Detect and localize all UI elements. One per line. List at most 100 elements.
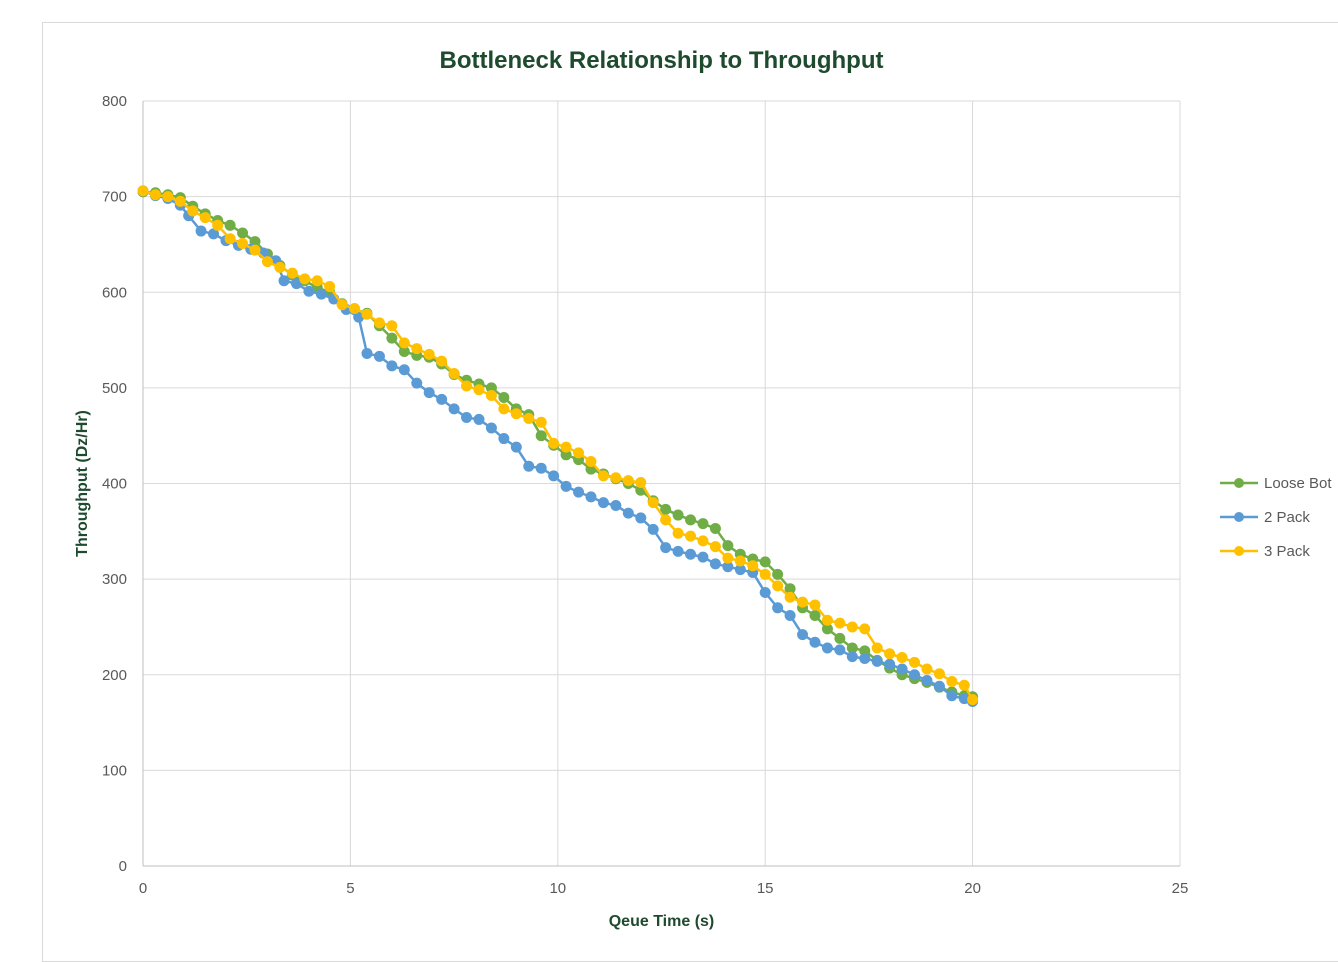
data-point	[174, 195, 186, 207]
data-point	[149, 189, 161, 201]
data-point	[224, 219, 236, 231]
data-point	[324, 281, 336, 293]
data-point	[585, 456, 597, 468]
y-axis-title: Throughput (Dz/Hr)	[74, 410, 91, 557]
data-point	[610, 499, 622, 511]
data-point	[303, 285, 315, 297]
data-point	[573, 486, 585, 498]
data-point	[846, 651, 858, 663]
x-tick-label: 5	[346, 880, 354, 897]
data-point	[423, 348, 435, 360]
data-point	[498, 391, 510, 403]
data-point	[909, 669, 921, 681]
data-point	[315, 288, 327, 300]
data-point	[697, 518, 709, 530]
data-point	[946, 675, 958, 687]
data-point	[772, 580, 784, 592]
data-point	[884, 648, 896, 660]
data-point	[386, 332, 398, 344]
data-point	[274, 261, 286, 273]
legend-label: 2 Pack	[1264, 509, 1310, 526]
data-point	[709, 558, 721, 570]
data-point	[548, 437, 560, 449]
data-point	[834, 644, 846, 656]
data-point	[672, 545, 684, 557]
data-point	[137, 185, 149, 197]
data-point	[535, 462, 547, 474]
data-point	[685, 548, 697, 560]
data-point	[261, 256, 273, 268]
chart-canvas: 0 100 200 300 400 500 600 700 800 0 5 10 15 20 25 Bott…	[74, 47, 1332, 930]
data-point	[809, 599, 821, 611]
data-point	[759, 568, 771, 580]
data-point	[597, 497, 609, 509]
data-point	[398, 364, 410, 376]
data-point	[199, 212, 211, 224]
data-point	[660, 542, 672, 554]
data-point	[485, 422, 497, 434]
data-point	[510, 441, 522, 453]
data-point	[660, 514, 672, 526]
data-point	[473, 413, 485, 425]
data-point	[896, 663, 908, 675]
data-point	[237, 237, 249, 249]
data-point	[485, 390, 497, 402]
data-point	[461, 412, 473, 424]
data-point	[747, 560, 759, 572]
data-point	[896, 652, 908, 664]
data-point	[361, 347, 373, 359]
data-point	[548, 470, 560, 482]
data-point	[846, 621, 858, 633]
data-point	[523, 412, 535, 424]
chart-title: Bottleneck Relationship to Throughput	[440, 47, 884, 74]
y-tick-label: 400	[102, 476, 127, 493]
data-point	[286, 267, 298, 279]
x-tick-label: 25	[1172, 880, 1189, 897]
x-tick-label: 10	[549, 880, 566, 897]
data-point	[809, 636, 821, 648]
data-point	[622, 475, 634, 487]
data-point	[535, 430, 547, 442]
y-tick-label: 100	[102, 762, 127, 779]
data-point	[436, 355, 448, 367]
data-point	[423, 387, 435, 399]
legend-marker	[1234, 546, 1244, 556]
legend-label: 3 Pack	[1264, 543, 1310, 560]
data-point	[635, 477, 647, 489]
data-point	[610, 472, 622, 484]
data-point	[398, 337, 410, 349]
data-point	[162, 191, 174, 203]
data-point	[697, 551, 709, 563]
legend-item: 3 Pack	[1220, 543, 1310, 560]
data-point	[809, 609, 821, 621]
data-point	[249, 244, 261, 256]
data-point	[212, 219, 224, 231]
x-tick-label: 20	[964, 880, 981, 897]
data-point	[336, 299, 348, 311]
series-3-pack	[137, 185, 979, 706]
data-point	[635, 512, 647, 524]
data-point	[622, 507, 634, 519]
data-point	[772, 602, 784, 614]
data-point	[411, 377, 423, 389]
data-point	[448, 368, 460, 380]
data-point	[299, 273, 311, 285]
x-axis-title: Qeue Time (s)	[609, 913, 715, 930]
data-point	[871, 642, 883, 654]
plot-series	[137, 185, 979, 708]
legend: Loose Bot 2 Pack 3 Pack	[1220, 475, 1332, 560]
data-point	[585, 491, 597, 503]
data-point	[722, 540, 734, 552]
data-point	[685, 514, 697, 526]
data-point	[436, 393, 448, 405]
data-point	[510, 408, 522, 420]
data-point	[709, 541, 721, 553]
data-point	[859, 623, 871, 635]
data-point	[967, 694, 979, 706]
data-point	[473, 384, 485, 396]
data-point	[386, 320, 398, 332]
data-point	[672, 509, 684, 521]
x-tick-label: 15	[757, 880, 774, 897]
data-point	[821, 642, 833, 654]
data-point	[734, 555, 746, 567]
